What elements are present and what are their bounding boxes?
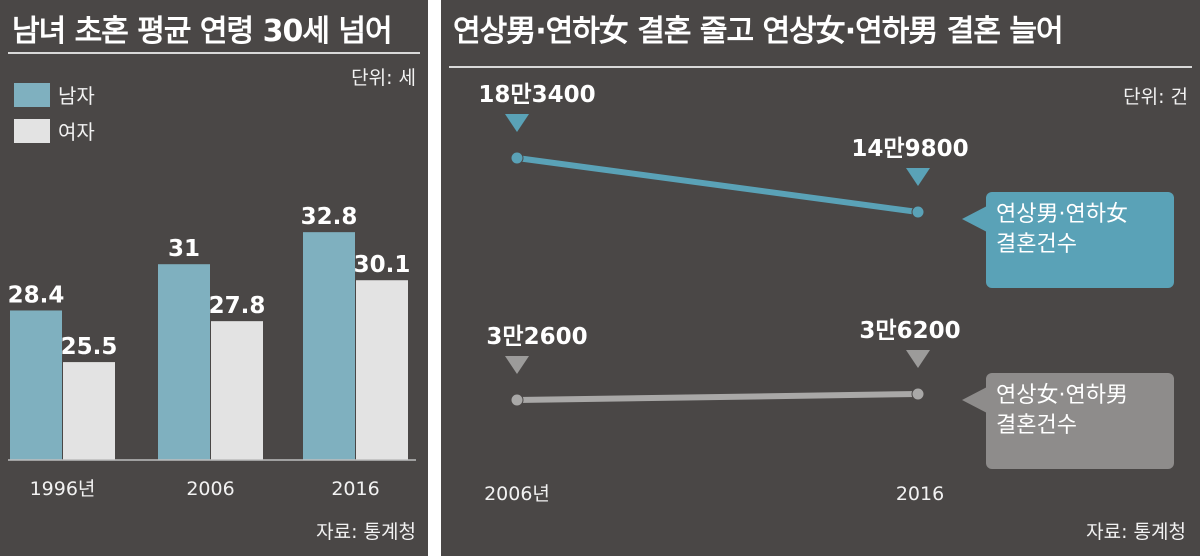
right-chart-panel: 연상男·연하女 결혼 줄고 연상女·연하男 결혼 늘어 단위: 건 18만340… <box>441 0 1200 556</box>
x-tick-label: 1996년 <box>30 478 96 500</box>
bar-value-label: 32.8 <box>301 204 358 230</box>
data-value-label: 3만2600 <box>486 324 587 350</box>
bar-value-label: 30.1 <box>354 252 411 278</box>
bar-value-label: 28.4 <box>8 282 65 308</box>
left-chart-panel: 남녀 초혼 평균 연령 30세 넘어 단위: 세 남자 여자 28.4 25.5 1… <box>0 0 428 556</box>
legend-women-label: 여자 <box>58 120 95 144</box>
left-source: 자료: 통계청 <box>316 521 416 543</box>
callout-older-women-line1: 연상女·연하男 <box>996 383 1128 408</box>
pointer-triangle <box>906 350 930 368</box>
pointer-triangle <box>505 114 529 132</box>
legend-women-swatch <box>14 118 50 143</box>
data-value-label: 18만3400 <box>478 82 595 108</box>
legend-men-swatch <box>14 82 50 107</box>
data-point-older-women <box>510 393 524 407</box>
pointer-triangle <box>505 356 529 374</box>
x-tick-label: 2016 <box>331 478 379 500</box>
line-chart: 18만3400 14만9800 3만2600 3만6200 2006년 2016 <box>478 82 968 505</box>
data-point-older-women <box>911 387 925 401</box>
legend-women: 여자 <box>14 116 95 145</box>
data-value-label: 14만9800 <box>851 136 968 162</box>
right-unit-label: 단위: 건 <box>1123 86 1188 108</box>
right-source: 자료: 통계청 <box>1086 521 1186 543</box>
bar-men <box>158 264 210 460</box>
x-tick-label: 2016 <box>896 483 944 505</box>
series-line-older-men <box>514 155 921 215</box>
x-tick-label: 2006 <box>186 478 234 500</box>
pointer-triangle <box>906 168 930 186</box>
callout-older-men: 연상男·연하女 결혼건수 <box>962 192 1174 288</box>
left-title-rule <box>8 52 420 54</box>
data-value-label: 3만6200 <box>859 318 960 344</box>
callout-older-women-tail <box>962 387 987 413</box>
bar-value-label: 31 <box>168 236 200 262</box>
series-line-older-women <box>514 391 921 403</box>
bar-men <box>303 232 355 460</box>
left-unit-label: 단위: 세 <box>351 67 416 89</box>
callout-older-women: 연상女·연하男 결혼건수 <box>962 373 1174 469</box>
right-chart-title: 연상男·연하女 결혼 줄고 연상女·연하男 결혼 늘어 <box>453 14 1064 49</box>
bar-women <box>211 321 263 460</box>
bar-women <box>63 362 115 460</box>
legend-men: 남자 <box>14 80 95 109</box>
x-tick-label: 2006년 <box>484 483 550 505</box>
callout-older-men-line1: 연상男·연하女 <box>996 202 1128 227</box>
bar-value-label: 27.8 <box>209 293 266 319</box>
right-title-rule <box>449 66 1192 68</box>
data-point-older-men <box>911 205 925 219</box>
bar-men <box>10 310 62 460</box>
bar-women <box>356 280 408 460</box>
legend-men-label: 남자 <box>58 84 95 108</box>
callout-older-women-line2: 결혼건수 <box>996 413 1077 438</box>
callout-older-men-line2: 결혼건수 <box>996 232 1077 257</box>
data-point-older-men <box>510 151 524 165</box>
callout-older-men-tail <box>962 206 987 232</box>
bar-chart: 28.4 25.5 1996년 31 27.8 2006 32.8 30.1 2016 <box>8 204 416 500</box>
bar-value-label: 25.5 <box>61 334 118 360</box>
left-chart-title: 남녀 초혼 평균 연령 30세 넘어 <box>12 14 393 49</box>
